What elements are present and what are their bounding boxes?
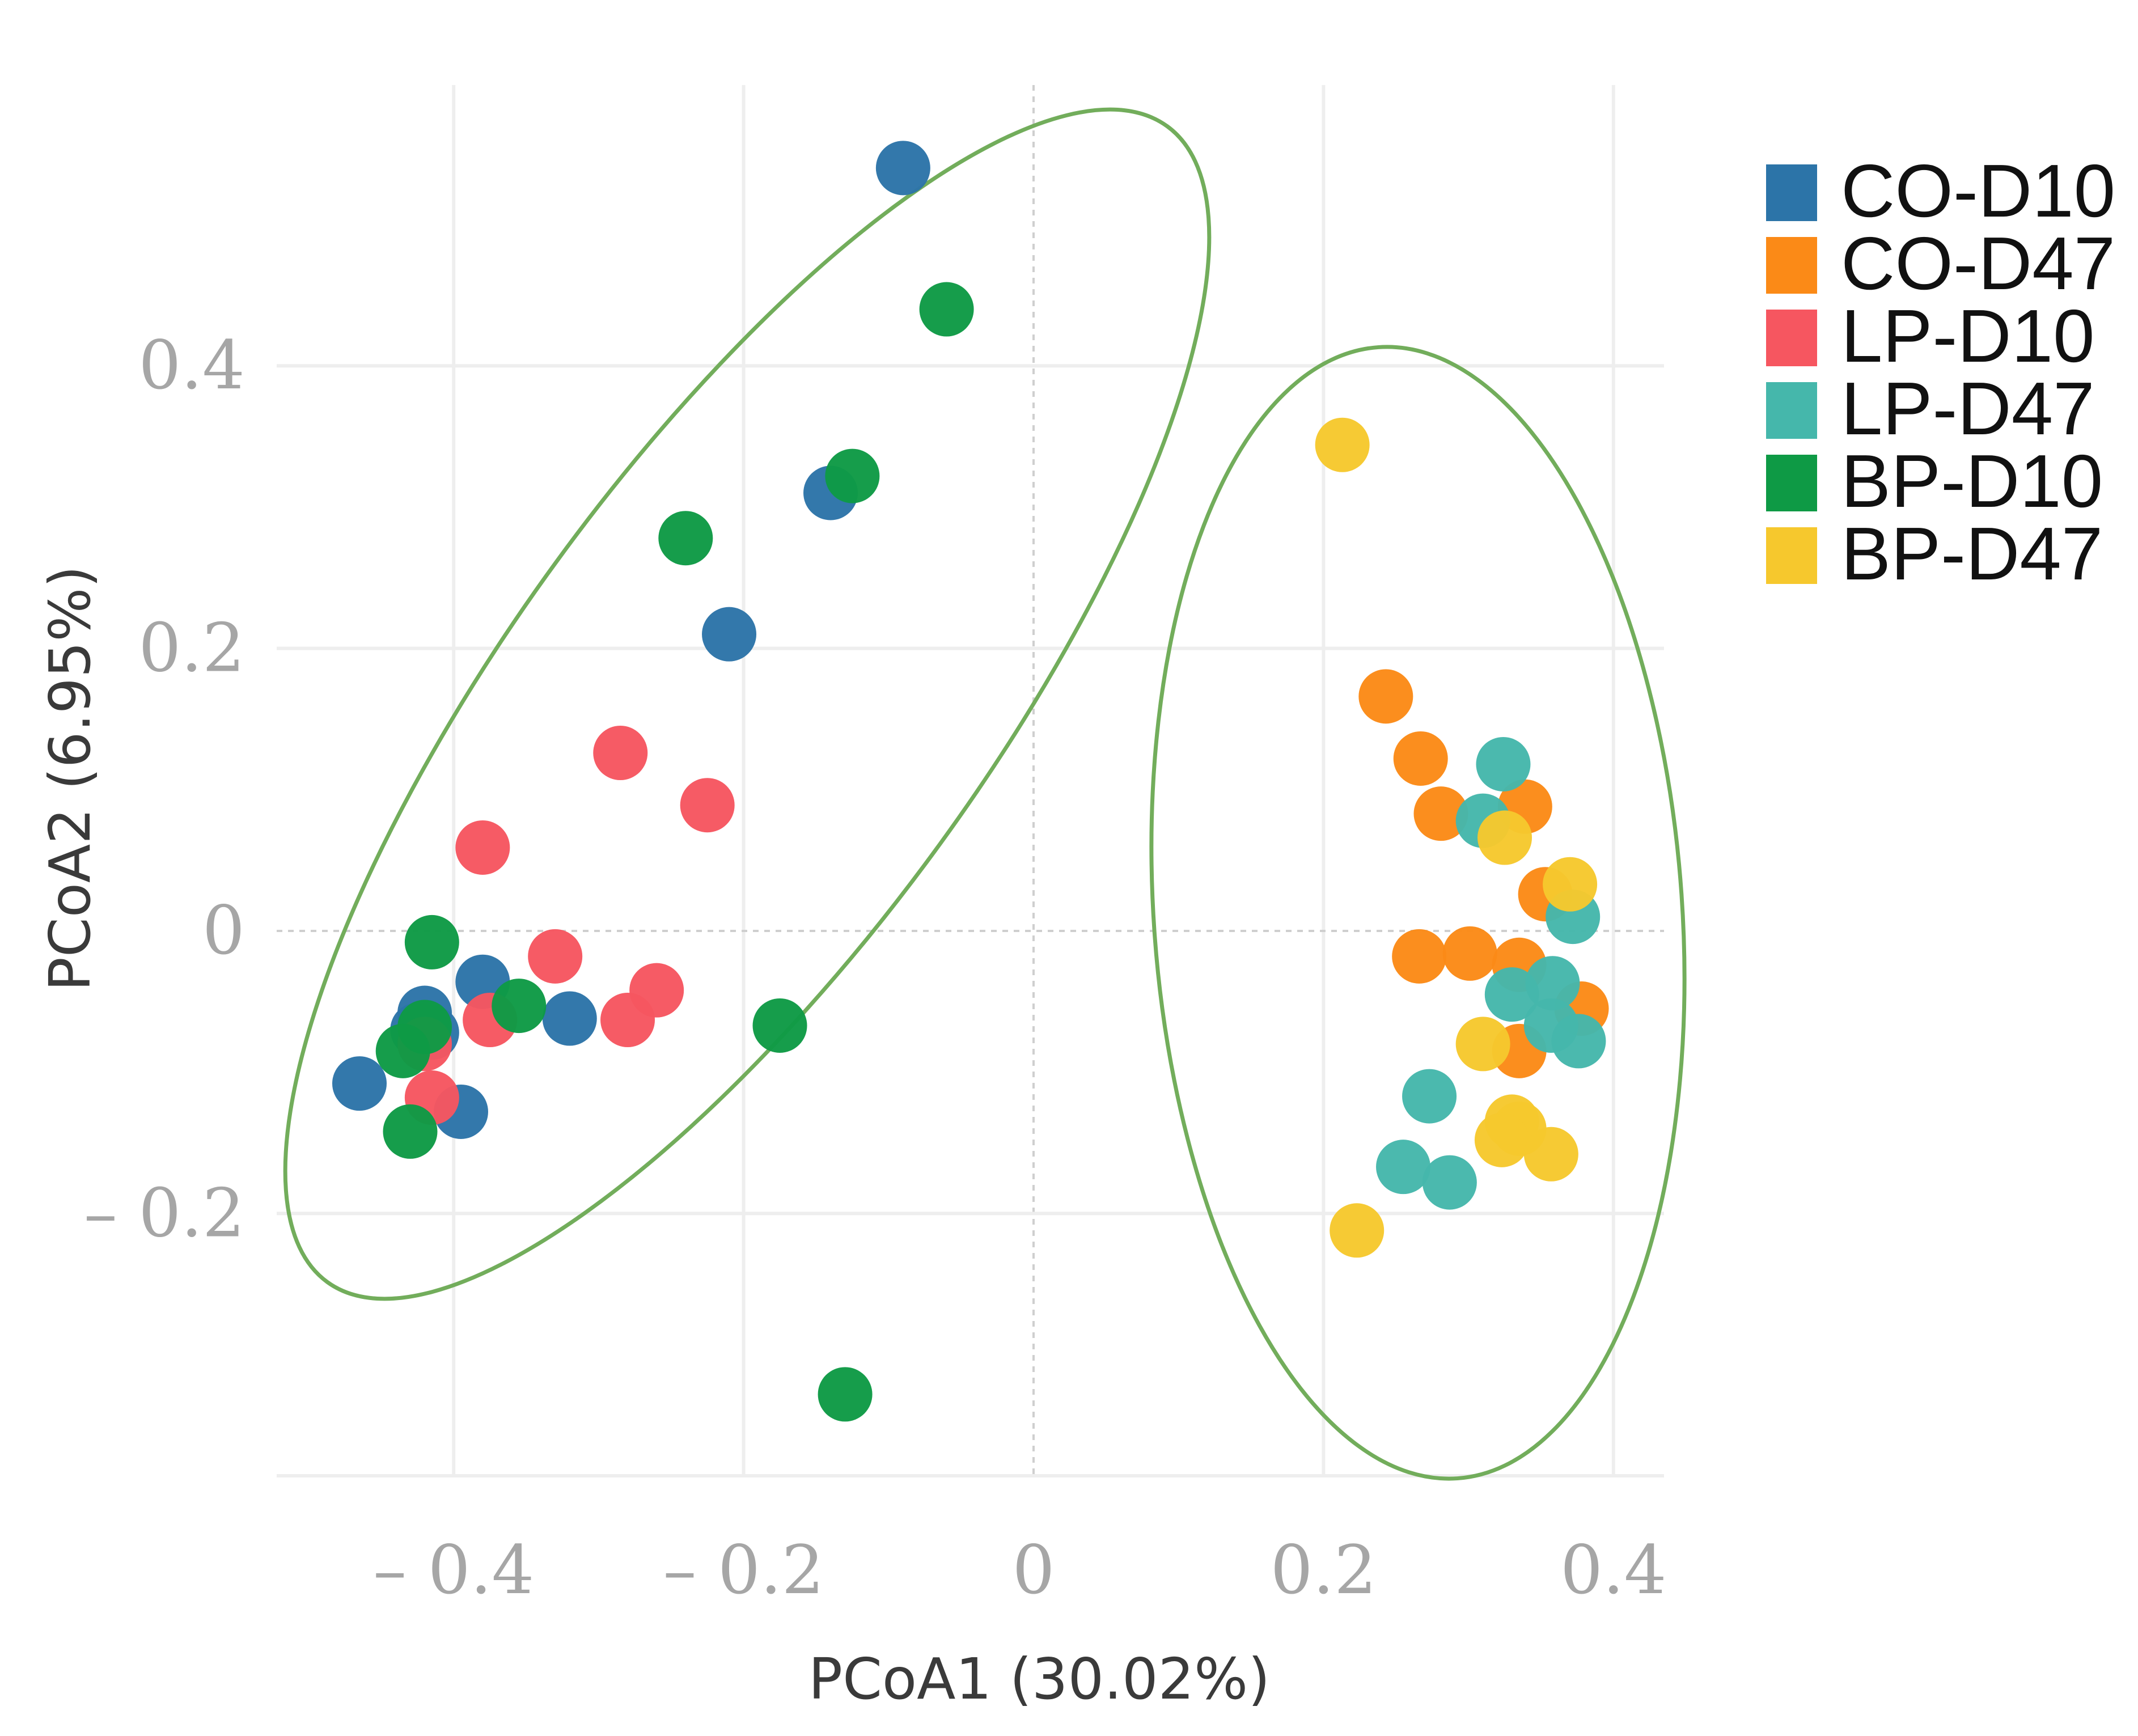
point-lp-d10	[593, 726, 648, 781]
point-bp-d10	[919, 282, 974, 337]
point-co-d47	[1393, 731, 1448, 786]
point-bp-d47	[1455, 1017, 1510, 1072]
point-bp-d10	[752, 998, 807, 1053]
point-lp-d47	[1551, 1014, 1606, 1069]
point-co-d47	[1413, 786, 1468, 841]
legend-label-co-d47: CO-D47	[1841, 222, 2115, 305]
point-lp-d47	[1422, 1155, 1477, 1210]
y-tick-labels: 0.4 0.2 0 – 0.2	[84, 326, 245, 1252]
x-tick-label: – 0.4	[373, 1531, 534, 1609]
legend-swatch-bp-d47	[1766, 527, 1817, 584]
y-axis-title: PCoA2 (6.95%)	[37, 566, 103, 992]
point-co-d47	[1358, 669, 1413, 724]
point-bp-d10	[492, 979, 547, 1034]
y-tick-label: 0.2	[138, 609, 245, 687]
point-lp-d47	[1476, 736, 1531, 791]
gridlines	[277, 85, 1664, 1477]
point-bp-d10	[375, 1023, 430, 1078]
point-co-d47	[1442, 926, 1497, 981]
legend-swatch-bp-d10	[1766, 455, 1817, 511]
x-tick-label: 0	[1012, 1531, 1055, 1609]
y-tick-label: 0	[202, 891, 245, 969]
point-co-d10	[875, 141, 930, 196]
point-lp-d10	[680, 778, 735, 833]
point-bp-d47	[1474, 1112, 1529, 1167]
point-lp-d47	[1525, 956, 1580, 1011]
point-co-d10	[702, 607, 757, 662]
point-bp-d47	[1523, 1127, 1578, 1182]
point-co-d47	[1392, 929, 1447, 984]
legend-label-bp-d47: BP-D47	[1841, 512, 2103, 595]
point-bp-d47	[1543, 857, 1598, 912]
legend-label-bp-d10: BP-D10	[1841, 439, 2103, 523]
x-tick-labels: – 0.4 – 0.2 0 0.2 0.4	[373, 1531, 1667, 1609]
y-tick-label: – 0.2	[84, 1174, 245, 1252]
legend-swatch-lp-d10	[1766, 310, 1817, 366]
legend-label-lp-d10: LP-D10	[1841, 294, 2095, 378]
point-lp-d10	[528, 929, 583, 984]
point-bp-d10	[658, 511, 713, 566]
x-axis-title: PCoA1 (30.02%)	[808, 1646, 1270, 1712]
right-cluster-ellipse	[1149, 345, 1687, 1481]
legend-swatch-lp-d47	[1766, 382, 1817, 439]
x-tick-label: 0.4	[1560, 1531, 1667, 1609]
legend-swatch-co-d47	[1766, 237, 1817, 294]
legend-label-lp-d47: LP-D47	[1841, 367, 2095, 450]
legend-swatch-co-d10	[1766, 164, 1817, 221]
x-tick-label: 0.2	[1271, 1531, 1377, 1609]
point-bp-d47	[1330, 1203, 1385, 1258]
point-co-d10	[332, 1056, 387, 1111]
point-lp-d47	[1376, 1140, 1431, 1195]
point-bp-d10	[818, 1367, 873, 1422]
point-bp-d47	[1315, 417, 1370, 472]
cluster-ellipses	[283, 107, 1687, 1481]
point-bp-d10	[404, 914, 459, 969]
y-tick-label: 0.4	[138, 326, 245, 404]
point-lp-d10	[455, 820, 510, 875]
left-cluster-ellipse	[283, 107, 1212, 1301]
legend-label-co-d10: CO-D10	[1841, 149, 2115, 232]
point-lp-d10	[600, 992, 655, 1047]
point-bp-d10	[383, 1104, 438, 1159]
point-bp-d47	[1477, 810, 1532, 865]
x-tick-label: – 0.2	[663, 1531, 824, 1609]
point-co-d10	[542, 991, 597, 1046]
point-bp-d10	[825, 448, 880, 503]
point-lp-d47	[1402, 1069, 1457, 1124]
data-points	[332, 141, 1609, 1422]
